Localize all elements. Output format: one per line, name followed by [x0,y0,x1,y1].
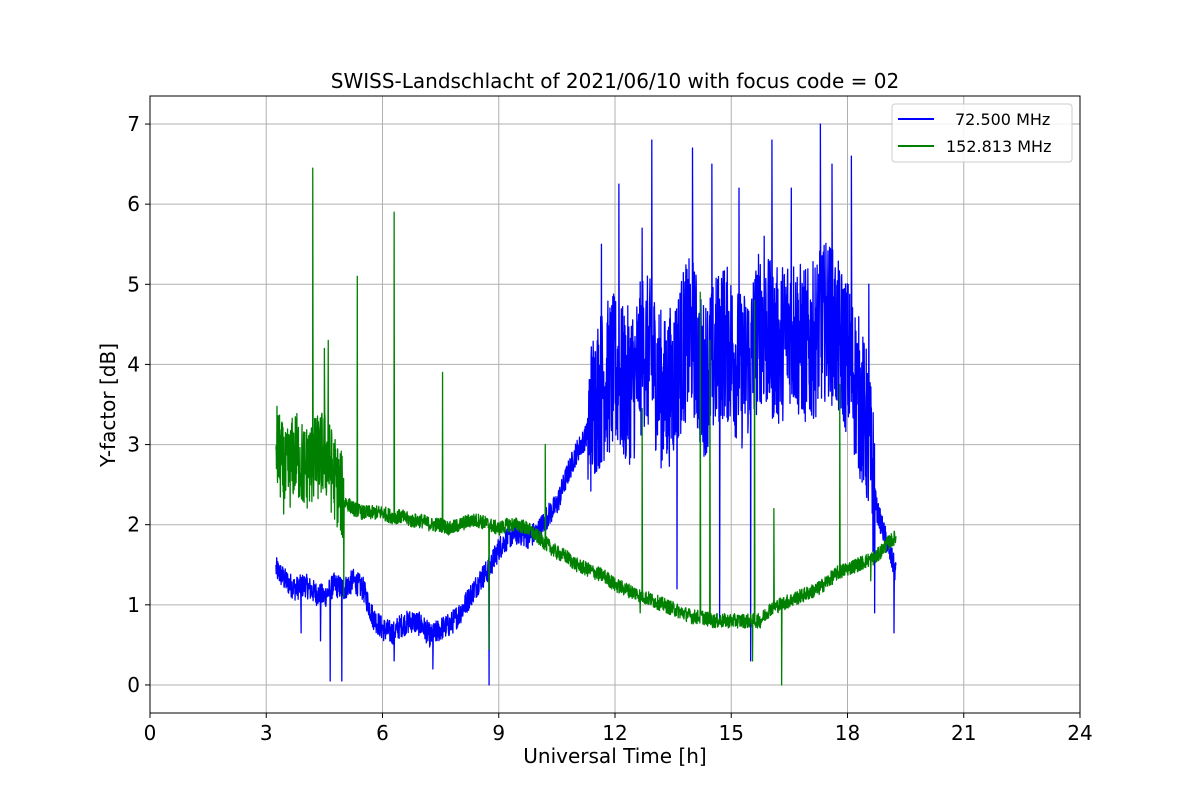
y-tick-label: 4 [127,352,140,376]
chart-title: SWISS-Landschlacht of 2021/06/10 with fo… [331,69,899,93]
x-tick-label: 24 [1067,721,1092,745]
y-tick-label: 2 [127,513,140,537]
x-tick-label: 9 [492,721,505,745]
x-tick-label: 12 [602,721,627,745]
legend-label-152-813-mhz: 152.813 MHz [946,137,1051,156]
y-tick-label: 3 [127,433,140,457]
y-tick-label: 6 [127,192,140,216]
y-tick-label: 1 [127,593,140,617]
series-line-152-813-mhz [275,167,897,686]
x-axis-label: Universal Time [h] [523,744,706,768]
x-tick-label: 3 [260,721,273,745]
legend: 72.500 MHz 152.813 MHz [891,103,1073,163]
y-axis-ticks: 0 1 2 3 4 5 6 7 [127,112,150,697]
legend-label-72-500-mhz: 72.500 MHz [955,110,1050,129]
y-tick-label: 5 [127,272,140,296]
y-axis-label: Y-factor [dB] [96,343,120,468]
x-tick-label: 18 [835,721,860,745]
legend-box [891,103,1073,163]
x-axis-ticks: 0 3 6 9 12 15 18 21 24 [144,713,1093,745]
y-tick-label: 7 [127,112,140,136]
x-tick-label: 0 [144,721,157,745]
y-tick-label: 0 [127,673,140,697]
x-tick-label: 15 [719,721,744,745]
series-layer [275,123,897,686]
x-tick-label: 6 [376,721,389,745]
x-tick-label: 21 [951,721,976,745]
series-line-72-500-mhz [275,123,897,686]
